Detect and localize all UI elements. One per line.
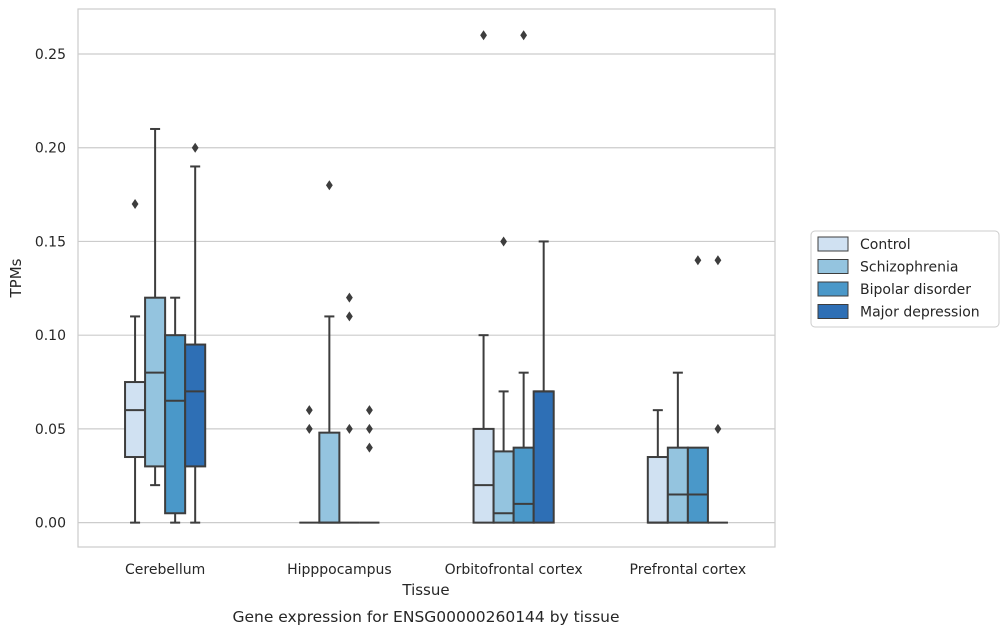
outlier-point	[500, 236, 508, 247]
chart-caption: Gene expression for ENSG00000260144 by t…	[232, 608, 619, 626]
box-groups	[124, 30, 728, 524]
y-tick-labels: 0.00 0.05 0.10 0.15 0.20 0.25	[35, 47, 66, 532]
box-group	[646, 255, 728, 524]
y-tick-label: 0.05	[35, 422, 66, 438]
x-axis-label: Tissue	[401, 581, 449, 599]
x-tick-label: Orbitofrontal cortex	[445, 562, 583, 578]
legend-swatch	[817, 259, 849, 274]
box	[318, 180, 341, 524]
box-body	[532, 390, 555, 524]
box-body	[646, 456, 669, 524]
y-tick-label: 0.25	[35, 47, 66, 63]
legend-label: Major depression	[860, 305, 980, 321]
outlier-point	[191, 142, 199, 153]
legend-label: Bipolar disorder	[860, 282, 971, 298]
y-tick-label: 0.10	[35, 328, 66, 344]
y-tick-label: 0.20	[35, 141, 66, 157]
outlier-point	[131, 198, 139, 209]
box-body	[512, 446, 535, 524]
x-tick-label: Prefrontal cortex	[630, 562, 747, 578]
outlier-point	[305, 405, 313, 416]
box	[299, 405, 320, 524]
outlier-point	[366, 423, 373, 434]
x-tick-label: Hipppocampus	[287, 562, 392, 578]
outlier-point	[345, 311, 353, 322]
outlier-point	[480, 30, 487, 41]
box	[359, 405, 380, 524]
outlier-point	[325, 180, 333, 191]
plot-frame	[77, 8, 776, 548]
box-body	[666, 446, 689, 524]
outlier-point	[714, 255, 722, 266]
box	[707, 255, 728, 524]
box	[532, 240, 555, 524]
box-body	[164, 334, 187, 515]
box	[512, 30, 535, 524]
x-tick-label: Cerebellum	[125, 562, 205, 578]
box	[686, 255, 709, 524]
y-tick-label: 0.15	[35, 234, 66, 250]
box-body	[492, 450, 515, 524]
box-body	[144, 296, 167, 468]
box	[124, 198, 147, 524]
box-body	[318, 431, 341, 524]
box-body	[686, 446, 709, 524]
outlier-point	[714, 423, 722, 434]
outlier-point	[520, 30, 528, 41]
outlier-point	[345, 423, 353, 434]
box-body	[124, 381, 147, 459]
box	[184, 142, 207, 524]
outlier-point	[366, 405, 373, 416]
x-tick-labels: Cerebellum Hipppocampus Orbitofrontal cort…	[125, 562, 746, 578]
box-group	[124, 127, 207, 524]
y-axis-label: TPMs	[7, 258, 25, 298]
outlier-point	[694, 255, 702, 266]
legend-label: Control	[860, 237, 911, 253]
legend-frame	[810, 230, 1000, 328]
box-group	[472, 30, 555, 524]
box-body	[472, 427, 495, 524]
box	[339, 292, 360, 524]
box-group	[299, 180, 380, 524]
outlier-point	[305, 423, 313, 434]
legend-swatch	[817, 304, 849, 319]
legend-swatch	[817, 281, 849, 297]
outlier-point	[366, 442, 373, 453]
outlier-point	[345, 292, 353, 303]
legend: Control Schizophrenia Bipolar disorder Majo…	[810, 230, 1000, 328]
legend-swatch	[817, 236, 849, 252]
legend-label: Schizophrenia	[860, 260, 958, 276]
y-tick-label: 0.00	[35, 516, 66, 532]
box-body	[184, 343, 207, 468]
